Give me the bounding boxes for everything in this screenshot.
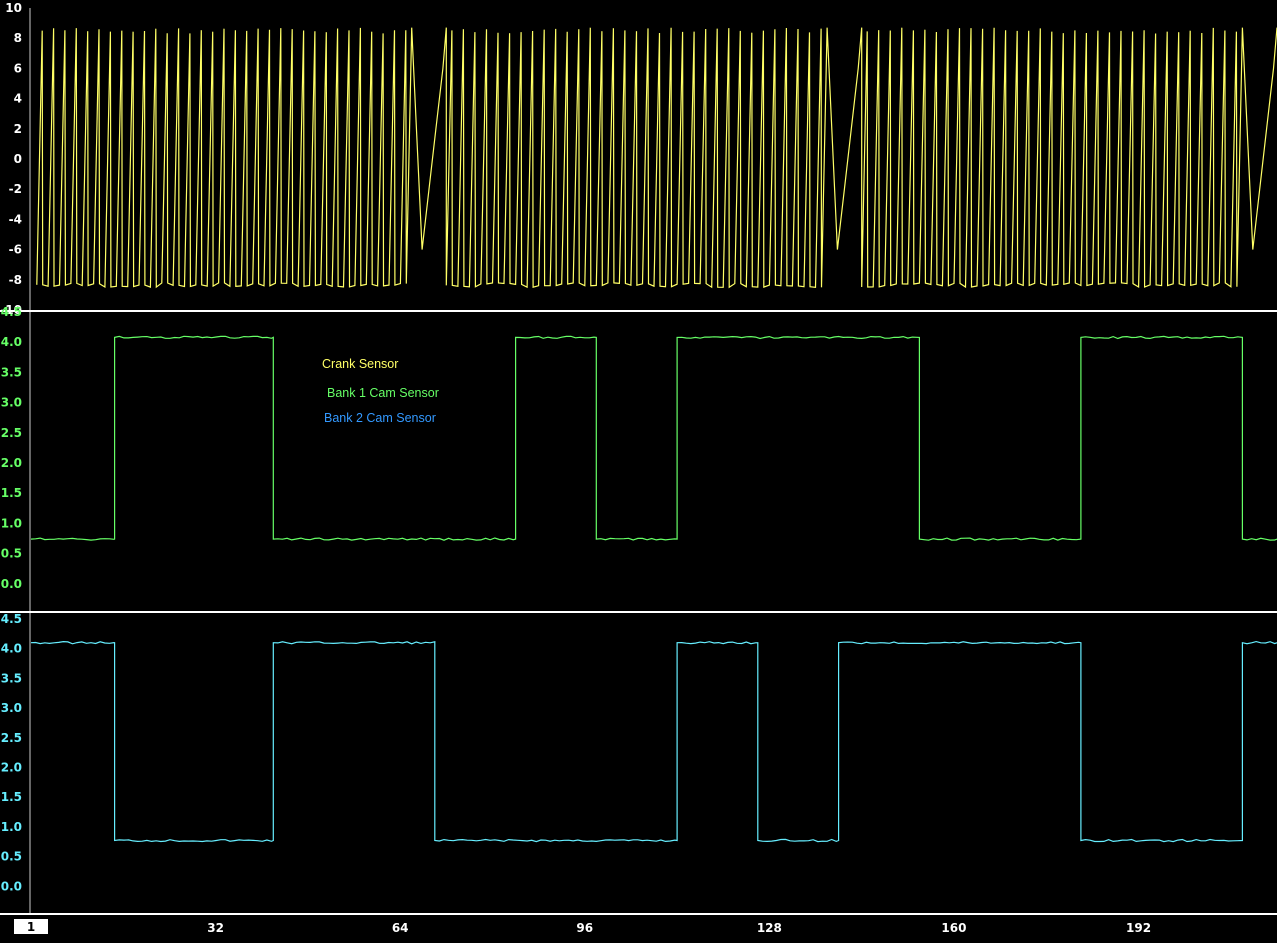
pane-2: 4.5 4.0 3.5 3.0 2.5 2.0 1.5 1.0 0.5 0.0 [0,305,1277,613]
legend: Crank Sensor Bank 1 Cam Sensor Bank 2 Ca… [322,357,439,425]
y-tick-label: 1.0 [1,820,22,834]
x-tick-label: 192 [1126,921,1151,935]
y-tick-label: -8 [9,273,22,287]
x-tick-label: 128 [757,921,782,935]
trace-crank-sensor [36,27,1277,289]
y-tick-label: 4.5 [1,305,22,319]
y-tick-label: 1.5 [1,486,22,500]
y-tick-label: 3.0 [1,396,22,410]
cursor-marker[interactable] [14,919,48,934]
y-tick-label: 10 [5,1,22,15]
y-tick-label: 4.0 [1,642,22,656]
y-tick-label: 0.5 [1,547,22,561]
pane-3: 4.5 4.0 3.5 3.0 2.5 2.0 1.5 1.0 0.5 0.0 [0,612,1277,915]
legend-bank2-cam-sensor: Bank 2 Cam Sensor [324,411,436,425]
scope-panes: 1086420-2-4-6-8-104.54.03.53.02.52.01.51… [0,1,1277,915]
x-tick-label: 64 [392,921,409,935]
x-axis: 1 32 64 96 128 160 192 [14,919,1151,935]
cursor-label: 1 [27,920,35,934]
pane-1: 10 8 6 4 2 0 -2 -4 -6 -8 -10 [0,1,1277,317]
trace-bank-1-cam-sensor [30,335,1277,541]
y-tick-label: -2 [9,182,22,196]
legend-bank1-cam-sensor: Bank 1 Cam Sensor [327,386,439,400]
trace-bank-2-cam-sensor [30,640,1277,843]
y-tick-label: 0 [14,152,22,166]
y-tick-label: 1.0 [1,516,22,530]
y-tick-label: 2.0 [1,456,22,470]
y-tick-label: 2.5 [1,731,22,745]
y-tick-label: 2.0 [1,760,22,774]
y-tick-label: 3.0 [1,701,22,715]
y-tick-label: -10 [0,303,22,317]
x-tick-label: 96 [576,921,593,935]
y-tick-label: -6 [9,243,22,257]
y-tick-label: 4.0 [1,335,22,349]
y-tick-label: 0.0 [1,577,22,591]
y-tick-label: 3.5 [1,671,22,685]
y-tick-label: -4 [9,212,22,226]
y-tick-label: 2 [14,122,22,136]
y-tick-label: 1.5 [1,790,22,804]
y-tick-label: 3.5 [1,365,22,379]
y-tick-label: 4.5 [1,612,22,626]
y-tick-label: 4 [14,92,22,106]
y-tick-label: 6 [14,61,22,75]
y-tick-label: 2.5 [1,426,22,440]
x-tick-label: 32 [207,921,224,935]
y-tick-label: 0.5 [1,850,22,864]
y-tick-label: 8 [14,31,22,45]
y-tick-label: 0.0 [1,879,22,893]
x-tick-label: 160 [941,921,966,935]
legend-crank-sensor: Crank Sensor [322,357,398,371]
